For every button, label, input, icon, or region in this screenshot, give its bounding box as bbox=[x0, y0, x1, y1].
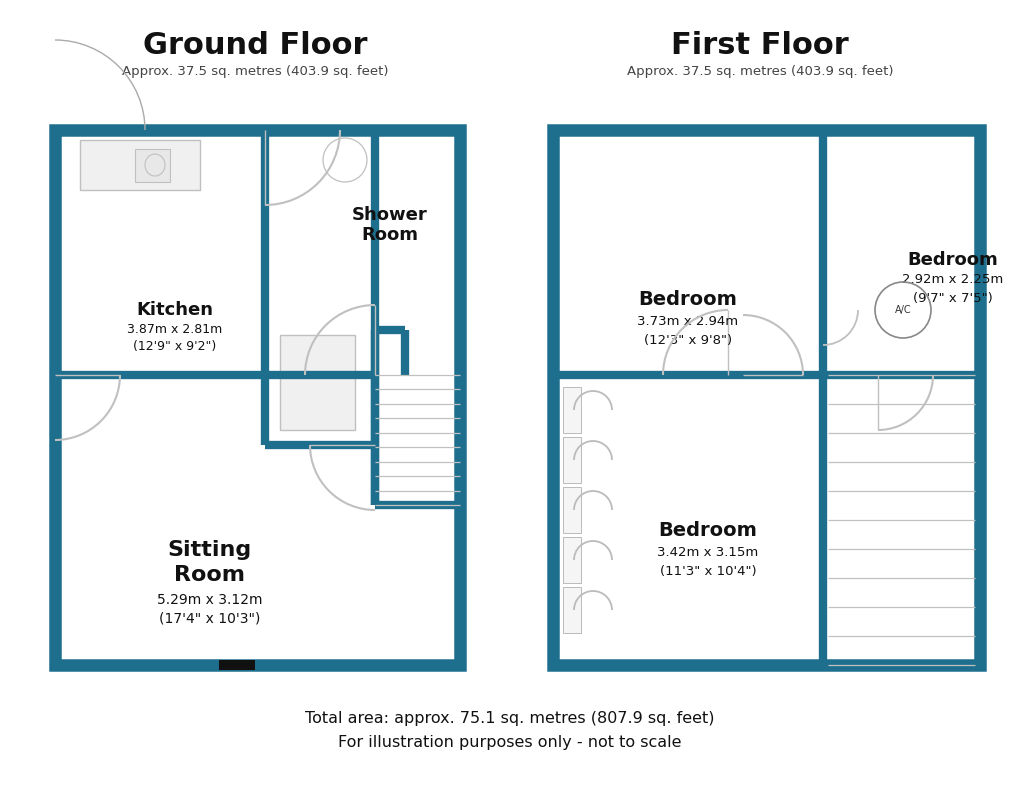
Text: Approx. 37.5 sq. metres (403.9 sq. feet): Approx. 37.5 sq. metres (403.9 sq. feet) bbox=[121, 66, 388, 78]
Bar bbox=[562, 437, 581, 483]
Bar bbox=[280, 335, 355, 430]
Bar bbox=[562, 537, 581, 583]
Text: A/C: A/C bbox=[894, 305, 910, 315]
Text: Room: Room bbox=[174, 565, 246, 585]
Bar bbox=[79, 140, 200, 190]
Bar bbox=[562, 387, 581, 433]
Text: (12'3" x 9'8"): (12'3" x 9'8") bbox=[643, 334, 732, 348]
Bar bbox=[219, 660, 255, 670]
Text: 5.29m x 3.12m: 5.29m x 3.12m bbox=[157, 593, 263, 607]
Text: Total area: approx. 75.1 sq. metres (807.9 sq. feet): Total area: approx. 75.1 sq. metres (807… bbox=[305, 710, 714, 725]
Text: Kitchen: Kitchen bbox=[137, 301, 213, 319]
Text: Sitting: Sitting bbox=[168, 540, 252, 560]
Text: 2.92m x 2.25m: 2.92m x 2.25m bbox=[902, 273, 1003, 287]
Bar bbox=[562, 587, 581, 633]
Text: 3.42m x 3.15m: 3.42m x 3.15m bbox=[656, 546, 758, 559]
Text: Approx. 37.5 sq. metres (403.9 sq. feet): Approx. 37.5 sq. metres (403.9 sq. feet) bbox=[626, 66, 893, 78]
Bar bbox=[552, 130, 979, 665]
Text: Bedroom: Bedroom bbox=[907, 251, 998, 269]
Text: Bedroom: Bedroom bbox=[658, 521, 757, 540]
Text: 3.73m x 2.94m: 3.73m x 2.94m bbox=[637, 315, 738, 329]
Text: (9'7" x 7'5"): (9'7" x 7'5") bbox=[912, 292, 991, 306]
Text: Room: Room bbox=[361, 226, 418, 244]
Text: For illustration purposes only - not to scale: For illustration purposes only - not to … bbox=[338, 735, 681, 750]
Text: Ground Floor: Ground Floor bbox=[143, 31, 367, 59]
Text: (17'4" x 10'3"): (17'4" x 10'3") bbox=[159, 611, 261, 625]
Text: First Floor: First Floor bbox=[671, 31, 848, 59]
Text: Bedroom: Bedroom bbox=[638, 291, 737, 310]
Bar bbox=[562, 487, 581, 533]
Text: (11'3" x 10'4"): (11'3" x 10'4") bbox=[659, 565, 755, 577]
Text: 3.87m x 2.81m: 3.87m x 2.81m bbox=[127, 323, 222, 337]
Text: (12'9" x 9'2"): (12'9" x 9'2") bbox=[133, 340, 216, 353]
Bar bbox=[55, 130, 460, 665]
Text: Shower: Shower bbox=[352, 206, 427, 224]
Bar bbox=[135, 149, 170, 182]
